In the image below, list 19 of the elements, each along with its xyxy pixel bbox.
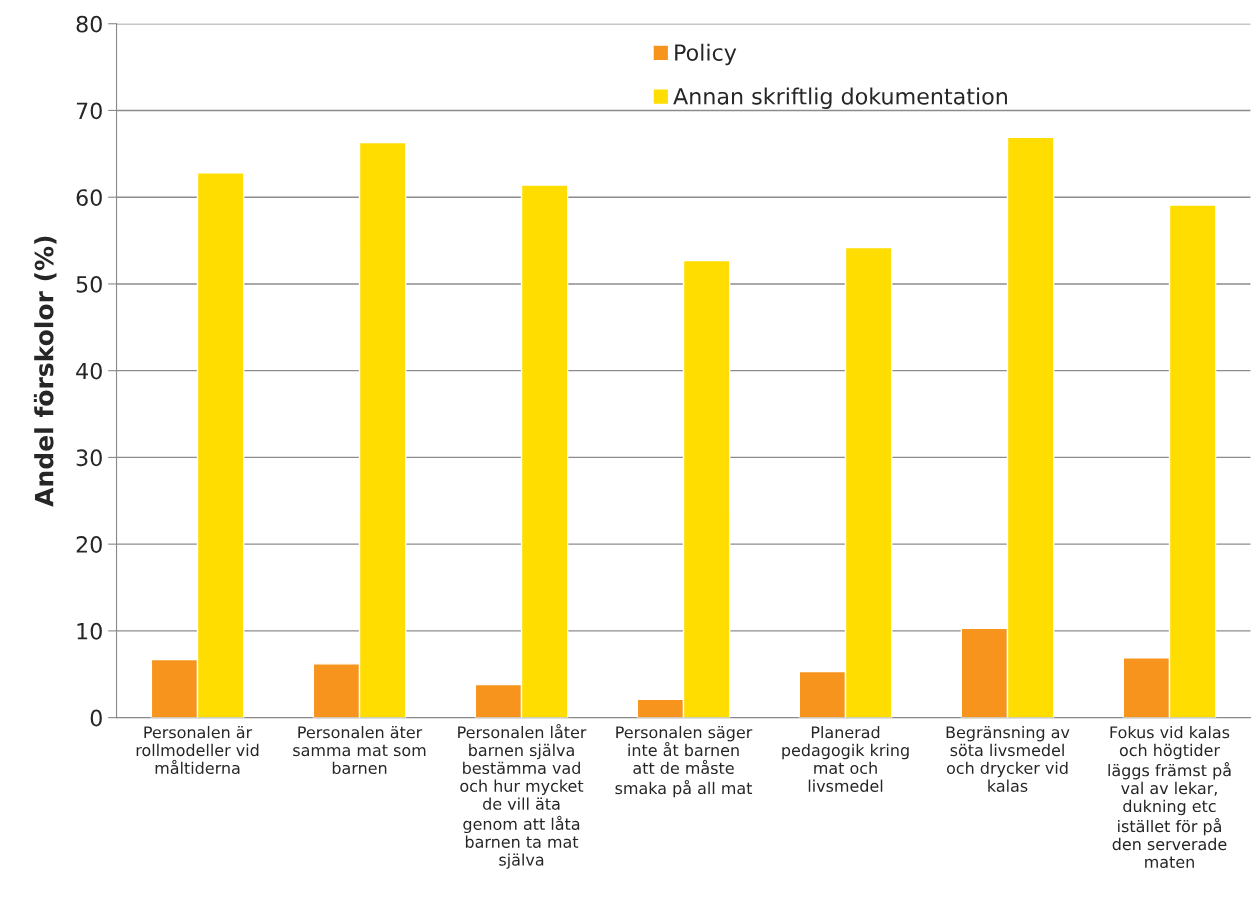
- y-tick-label: 0: [90, 709, 102, 727]
- legend-label: Annan skriftlig dokumentation: [673, 87, 1007, 109]
- y-tick-label: 20: [76, 536, 102, 553]
- x-tick-label: Fokus vid kalas och högtider läggs främst på val av lekar, dukning etc istället för på den serverade maten: [1108, 725, 1231, 869]
- legend-label: Policy: [675, 43, 737, 66]
- x-tick-label: Personalen är rollmodeller vid måltiderna: [136, 725, 259, 775]
- x-tick-label: Personalen säger inte åt barnen att de måste smaka på all mat: [615, 725, 753, 798]
- y-tick-label: 10: [77, 622, 102, 640]
- y-tick-label: 50: [76, 275, 102, 293]
- y-axis-title: Andel förskolor (%): [33, 236, 57, 507]
- y-tick-label: 80: [76, 15, 102, 33]
- y-tick-label: 40: [76, 362, 102, 380]
- x-tick-label: Personalen äter samma mat som barnen: [293, 725, 426, 775]
- x-tick-label: Planerad pedagogik kring mat och livsmedel: [782, 725, 909, 792]
- x-tick-label: Personalen låter barnen själva bestämma vad och hur mycket de vill äta genom att låta barnen ta mat själva: [458, 724, 587, 869]
- x-tick-label: Begränsning av söta livsmedel och drycker vid kalas: [946, 725, 1070, 792]
- y-tick-label: 30: [76, 449, 102, 467]
- y-tick-label: 60: [76, 189, 102, 206]
- y-tick-label: 70: [76, 102, 102, 120]
